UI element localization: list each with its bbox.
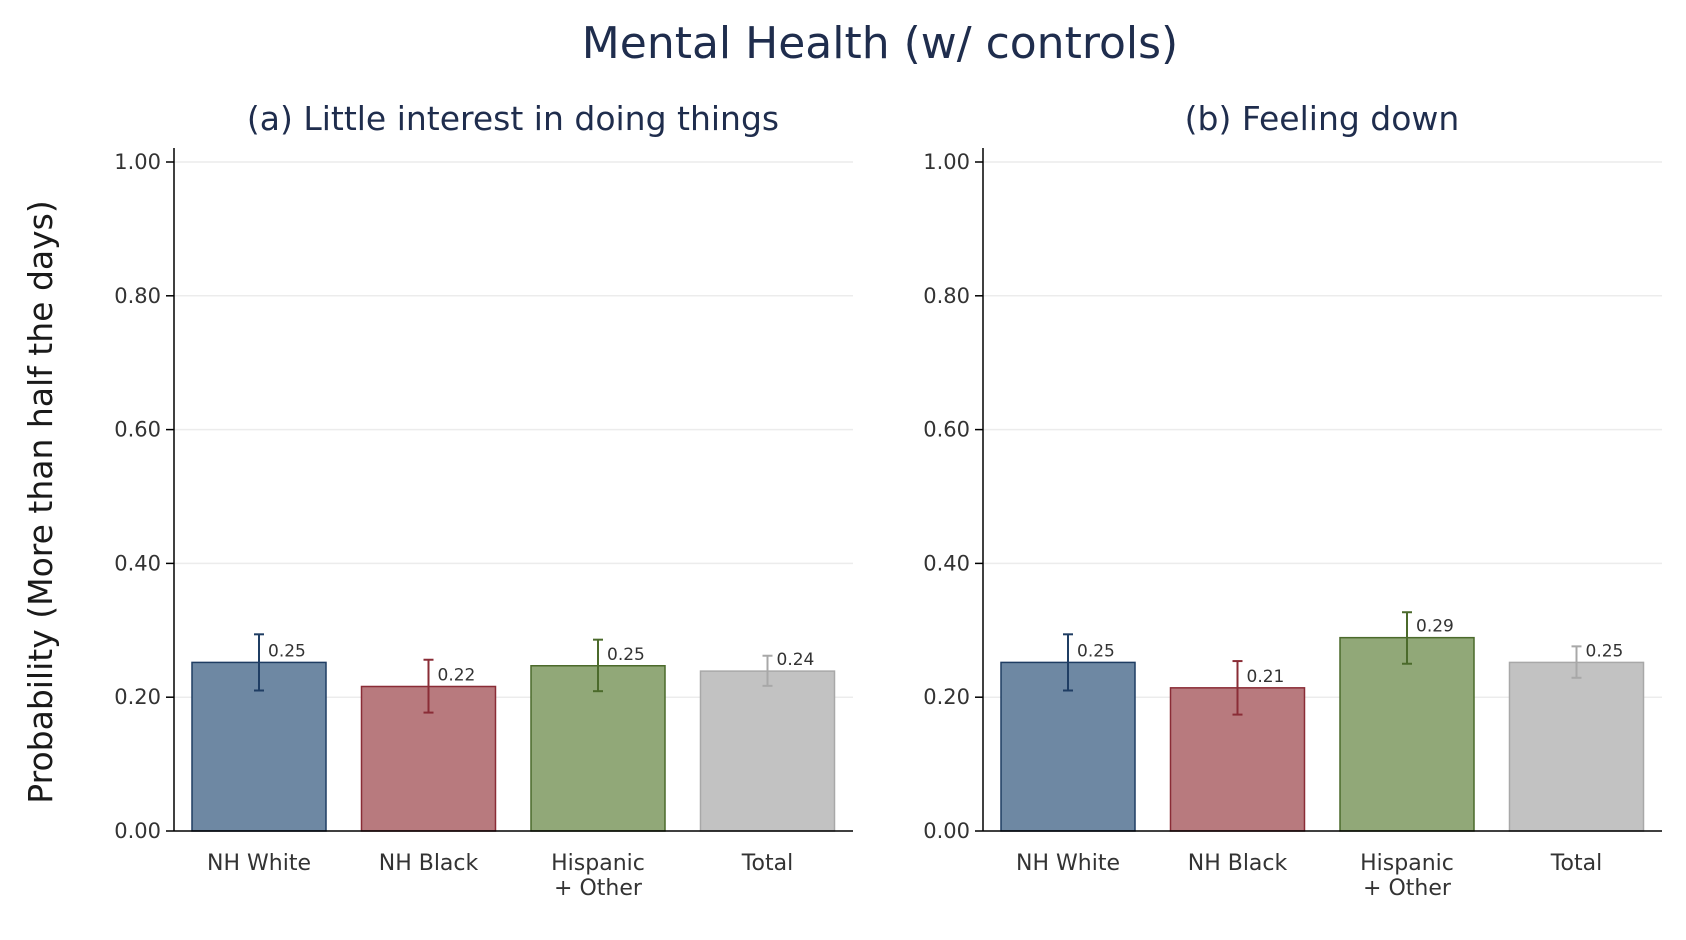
y-tick-label: 0.40 [114,551,161,575]
data-label: 0.25 [268,641,306,661]
x-tick-label: Total [1550,851,1602,876]
bar [1508,661,1645,832]
x-tick-label: NH Black [379,851,479,876]
x-tick-label: Total [741,851,793,876]
data-label: 0.25 [1586,641,1624,661]
y-tick-label: 0.60 [114,418,161,442]
data-label: 0.21 [1247,667,1285,687]
data-label: 0.25 [607,645,645,665]
x-tick-label: NH White [1016,851,1120,876]
data-label: 0.22 [438,665,476,685]
y-tick-label: 0.60 [923,418,970,442]
x-tick-label: Hispanic [551,851,645,876]
x-tick-label: Hispanic [1360,851,1454,876]
chart-title: Mental Health (w/ controls) [582,18,1178,69]
bar [1339,636,1475,832]
y-tick-label: 0.20 [923,685,970,709]
y-tick-label: 1.00 [114,150,161,174]
y-tick-label: 0.40 [923,551,970,575]
panel-title: (b) Feeling down [1185,99,1460,138]
y-tick-label: 1.00 [923,150,970,174]
x-tick-label: NH Black [1188,851,1288,876]
y-tick-label: 0.00 [114,819,161,843]
y-axis-title: Probability (More than half the days) [21,200,60,803]
y-tick-label: 0.20 [114,685,161,709]
data-label: 0.29 [1416,617,1454,637]
panel-title: (a) Little interest in doing things [247,99,779,138]
x-tick-label: + Other [554,876,643,901]
data-label: 0.24 [777,650,815,670]
y-tick-label: 0.80 [114,284,161,308]
y-tick-label: 0.80 [923,284,970,308]
panel-b: (b) Feeling down 0.00 0.20 0.40 0.60 0.80 1.00… [923,99,1662,901]
bar [530,665,666,832]
x-tick-label: + Other [1363,876,1452,901]
bar [699,670,836,832]
x-tick-label: NH White [207,851,311,876]
data-label: 0.25 [1077,641,1115,661]
panel-a: (a) Little interest in doing things 0.00 0… [114,99,853,901]
y-tick-label: 0.00 [923,819,970,843]
